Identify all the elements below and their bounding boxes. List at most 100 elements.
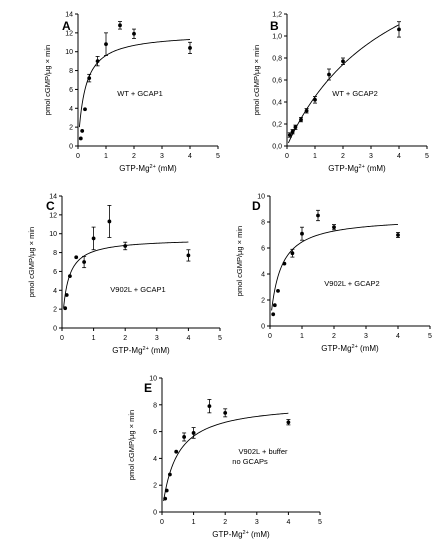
x-tick-label: 0 (268, 333, 272, 340)
data-point (182, 435, 187, 439)
y-tick-label: 0,0 (272, 144, 282, 151)
y-tick-label: 14 (65, 12, 73, 19)
y-tick-label: 0,4 (272, 100, 282, 107)
x-axis-label-unit: (mM) (249, 530, 270, 539)
data-point (286, 420, 291, 425)
data-point (271, 312, 276, 317)
panel-label: D (252, 199, 261, 213)
fit-curve (63, 241, 189, 308)
data-point (186, 253, 191, 258)
x-tick-label: 0 (76, 153, 80, 160)
x-tick-label: 3 (160, 153, 164, 160)
y-tick-label: 8 (53, 250, 57, 257)
fit-curve (78, 39, 191, 128)
y-tick-label: 4 (261, 272, 265, 279)
fit-curve (163, 412, 289, 502)
x-tick-label: 2 (132, 153, 136, 160)
y-tick-label: 0,2 (272, 122, 282, 129)
x-axis-label-main: GTP-Mg (212, 530, 242, 539)
data-point (276, 289, 280, 293)
y-axis-label: pmol cGMP/µg × min (27, 227, 36, 297)
data-point (163, 496, 168, 501)
x-tick-label: 5 (318, 519, 322, 526)
y-tick-label: 1,0 (272, 34, 282, 41)
y-tick-label: 12 (65, 30, 73, 37)
data-point (316, 213, 320, 218)
data-point (132, 31, 136, 36)
data-point (107, 219, 112, 224)
data-point (332, 225, 336, 230)
panel-label: B (270, 19, 279, 33)
x-tick-label: 4 (396, 333, 400, 340)
y-axis-label: pmol cGMP/µg × min (127, 410, 136, 480)
data-point (74, 255, 79, 260)
axis-lines (286, 14, 427, 147)
y-tick-label: 0,8 (272, 56, 282, 63)
y-tick-label: 0 (261, 324, 265, 331)
x-axis-label-sup: 2+ (243, 530, 249, 536)
x-tick-label: 0 (60, 335, 64, 342)
data-point (168, 472, 172, 477)
x-tick-label: 4 (397, 153, 401, 160)
x-axis-label-sup: 2+ (352, 344, 358, 350)
data-point (64, 293, 69, 297)
data-point (282, 261, 287, 266)
x-axis-label-main: GTP-Mg (328, 164, 358, 173)
x-tick-label: 4 (286, 519, 290, 526)
x-axis-label: GTP-Mg2+ (mM) (212, 530, 270, 539)
data-point (104, 42, 108, 47)
data-point (95, 59, 100, 64)
x-tick-label: 5 (425, 153, 429, 160)
data-point (91, 236, 96, 241)
x-axis-label-sup: 2+ (143, 346, 149, 352)
panel-annotation-line2: no GCAPs (232, 457, 268, 466)
data-point (313, 97, 317, 102)
data-point (174, 449, 179, 454)
y-tick-label: 0 (153, 510, 157, 517)
data-point (223, 410, 228, 415)
x-tick-label: 3 (364, 333, 368, 340)
x-tick-label: 1 (92, 335, 96, 342)
x-tick-label: 3 (369, 153, 373, 160)
y-tick-label: 10 (149, 376, 157, 383)
axis-lines (77, 14, 218, 147)
data-point (191, 431, 196, 435)
y-tick-label: 4 (153, 456, 157, 463)
data-point (304, 108, 309, 113)
y-tick-label: 6 (261, 246, 265, 253)
data-point (272, 303, 277, 308)
data-point (118, 23, 122, 28)
data-point (299, 117, 303, 122)
y-tick-label: 0 (53, 326, 57, 333)
axis-lines (269, 196, 430, 327)
data-point (78, 136, 83, 141)
y-axis-label: pmol cGMP/µg × min (235, 226, 244, 296)
x-tick-label: 4 (188, 153, 192, 160)
x-axis-label-main: GTP-Mg (119, 164, 149, 173)
x-tick-label: 2 (341, 153, 345, 160)
x-tick-label: 4 (186, 335, 190, 342)
y-tick-label: 14 (49, 194, 57, 201)
x-tick-label: 3 (155, 335, 159, 342)
x-tick-label: 0 (285, 153, 289, 160)
data-point (207, 404, 212, 409)
data-point (68, 274, 72, 279)
panel-e: 0 1 2 3 4 5 0 2 4 6 8 10 GTP-Mg2+ (mM) pmol cGMP/µg ×… (127, 376, 322, 540)
y-tick-label: 2 (53, 307, 57, 314)
fit-curve (271, 223, 399, 311)
x-axis-label-unit: (mM) (149, 346, 170, 355)
panel-annotation: V902L + GCAP2 (324, 279, 379, 288)
x-axis-label-main: GTP-Mg (321, 344, 351, 353)
y-tick-label: 4 (53, 288, 57, 295)
y-tick-label: 8 (153, 402, 157, 409)
y-tick-label: 10 (49, 231, 57, 238)
x-tick-label: 2 (332, 333, 336, 340)
y-tick-label: 12 (49, 212, 57, 219)
panel-annotation: V902L + GCAP1 (110, 285, 165, 294)
panel-label: C (46, 199, 55, 213)
x-tick-label: 1 (313, 153, 317, 160)
x-axis-label: GTP-Mg2+ (mM) (119, 164, 177, 173)
x-tick-label: 5 (218, 335, 222, 342)
